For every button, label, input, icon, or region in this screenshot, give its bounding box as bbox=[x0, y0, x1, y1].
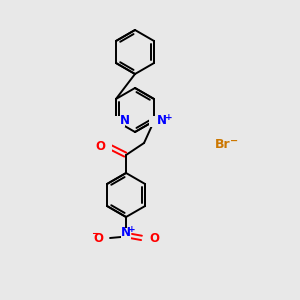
Text: N: N bbox=[121, 226, 131, 239]
Text: O: O bbox=[93, 232, 103, 244]
Text: −: − bbox=[230, 136, 238, 146]
Bar bbox=[113, 116, 125, 127]
Text: N: N bbox=[157, 115, 167, 128]
Bar bbox=[98, 232, 109, 244]
Text: O: O bbox=[95, 140, 105, 154]
Text: +: + bbox=[165, 112, 173, 122]
Text: +: + bbox=[128, 224, 136, 233]
Text: N: N bbox=[120, 115, 130, 128]
Bar bbox=[100, 142, 112, 152]
Bar bbox=[149, 116, 165, 127]
Text: O: O bbox=[149, 232, 159, 244]
Bar bbox=[144, 232, 154, 244]
Text: Br: Br bbox=[215, 139, 231, 152]
Text: −: − bbox=[91, 230, 99, 238]
Bar bbox=[121, 227, 131, 239]
